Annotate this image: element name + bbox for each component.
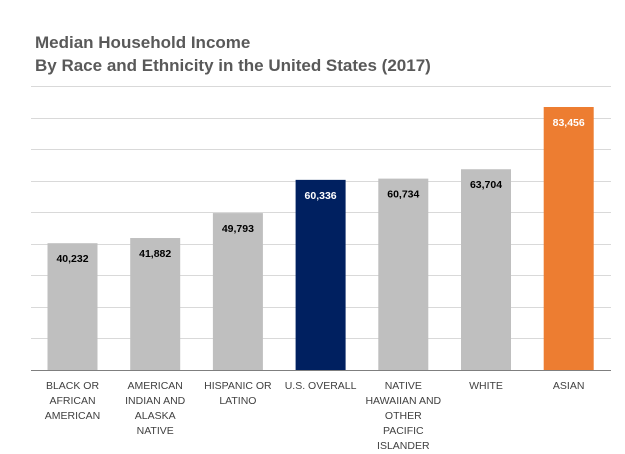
bar-value-label-2: 49,793 xyxy=(222,223,254,235)
category-label-5: WHITE xyxy=(469,380,503,392)
category-label-1: AMERICAN INDIAN AND ALASKA NATIVE xyxy=(125,380,186,437)
bar-value-label-3: 60,336 xyxy=(305,190,337,202)
bar-value-label-1: 41,882 xyxy=(139,248,171,260)
bar-4 xyxy=(378,178,429,370)
bar-value-label-0: 40,232 xyxy=(56,253,88,265)
bar-value-label-6: 83,456 xyxy=(553,117,585,129)
category-label-4: NATIVE HAWAIIAN AND OTHER PACIFIC ISLAND… xyxy=(365,380,442,452)
bar-0 xyxy=(47,243,98,370)
bar-5 xyxy=(461,169,511,370)
category-label-6: ASIAN xyxy=(552,380,585,392)
bar-3 xyxy=(295,179,346,370)
bar-6 xyxy=(543,107,594,370)
chart-subtitle: By Race and Ethnicity in the United Stat… xyxy=(35,56,431,75)
category-label-2: HISPANIC OR LATINO xyxy=(204,380,272,407)
bar-value-label-5: 63,704 xyxy=(470,179,502,191)
chart-title-block: Median Household Income By Race and Ethn… xyxy=(35,31,431,77)
bar-value-label-4: 60,734 xyxy=(387,189,419,201)
bar-2 xyxy=(212,213,263,370)
category-label-3: U.S. OVERALL xyxy=(284,380,357,392)
chart-title: Median Household Income xyxy=(35,33,251,52)
category-label-0: BLACK OR AFRICAN AMERICAN xyxy=(44,380,101,422)
bar-1 xyxy=(130,238,181,370)
